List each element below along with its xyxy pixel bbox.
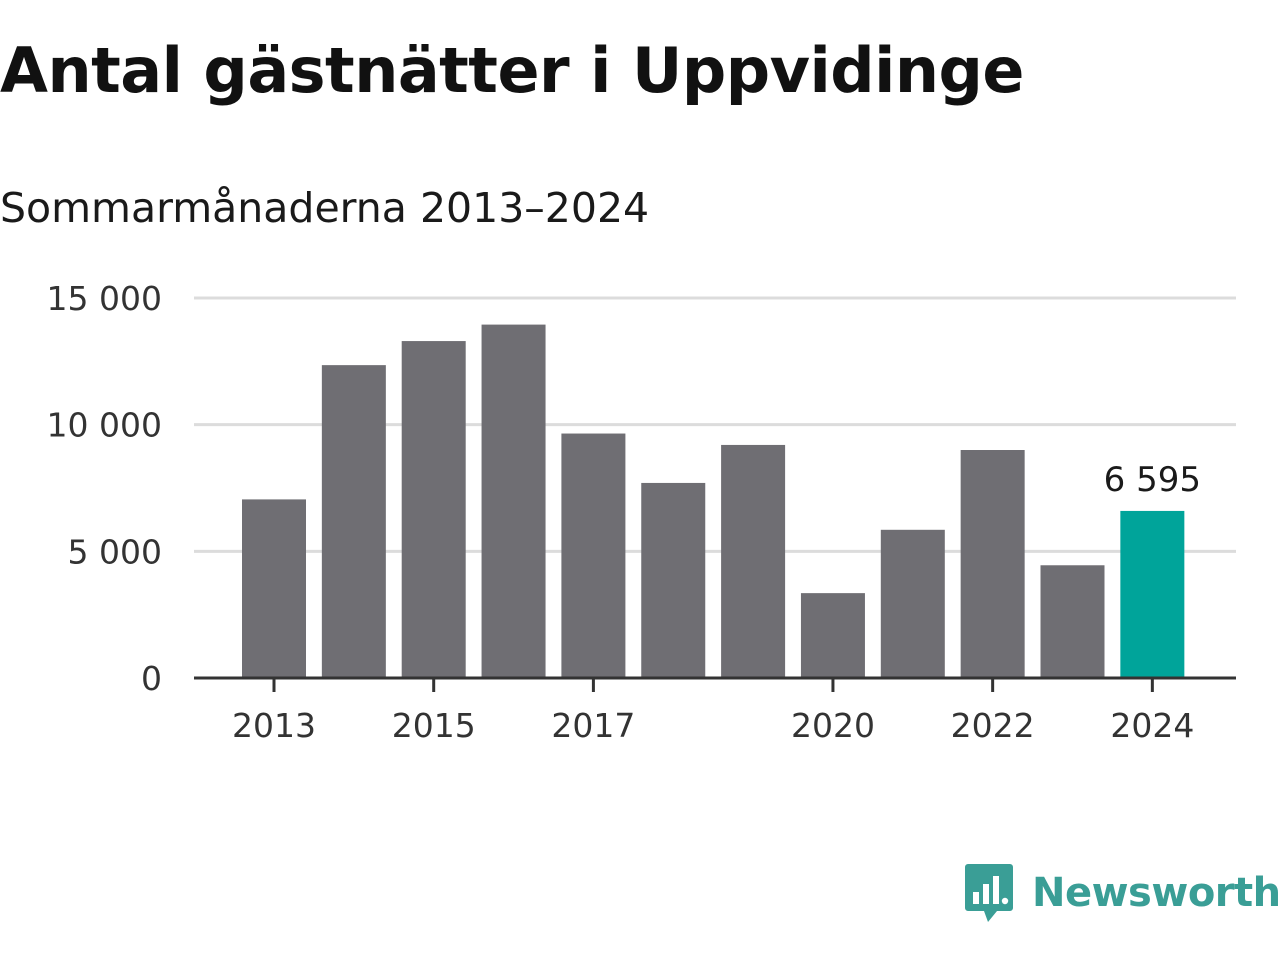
x-tick-label: 2024 bbox=[1110, 706, 1194, 745]
x-tick-label: 2022 bbox=[951, 706, 1035, 745]
bar-2016 bbox=[481, 324, 546, 678]
x-tick-label: 2017 bbox=[551, 706, 635, 745]
y-tick-label: 5 000 bbox=[68, 532, 162, 571]
bar-2013 bbox=[242, 499, 306, 678]
data-labels: 6 595 bbox=[1104, 460, 1201, 500]
y-tick-label: 15 000 bbox=[47, 279, 162, 318]
axes: 0 5 000 10 000 15 000 2013 2015 2017 2020 2022 20… bbox=[47, 279, 1236, 745]
bar-2014 bbox=[321, 365, 386, 678]
bar-2015 bbox=[401, 341, 466, 678]
newsworthy-logo-icon bbox=[965, 864, 1013, 922]
bar-2018 bbox=[641, 482, 706, 678]
bar-2023 bbox=[1040, 565, 1105, 678]
y-tick-label: 0 bbox=[141, 659, 162, 698]
x-tick-label: 2013 bbox=[232, 706, 316, 745]
bar-2019 bbox=[721, 444, 786, 678]
x-tick-label: 2020 bbox=[791, 706, 875, 745]
bar-2017 bbox=[561, 433, 626, 678]
bar-2022 bbox=[960, 450, 1025, 678]
bar-2024 bbox=[1120, 510, 1185, 678]
y-tick-label: 10 000 bbox=[47, 406, 162, 445]
bar-2021 bbox=[880, 529, 945, 678]
x-tick-label: 2015 bbox=[392, 706, 476, 745]
brand-name: Newsworthy bbox=[1032, 870, 1280, 916]
bars bbox=[242, 324, 1185, 678]
chart-subtitle: Sommarmånaderna 2013–2024 bbox=[0, 184, 650, 232]
chart-title: Antal gästnätter i Uppvidinge bbox=[0, 34, 1024, 107]
data-label: 6 595 bbox=[1104, 460, 1201, 500]
bar-2020 bbox=[800, 593, 865, 678]
newsworthy-logo: Newsworthy bbox=[964, 862, 1280, 924]
bar-chart: 0 5 000 10 000 15 000 2013 2015 2017 2020 2022 20… bbox=[47, 279, 1236, 745]
